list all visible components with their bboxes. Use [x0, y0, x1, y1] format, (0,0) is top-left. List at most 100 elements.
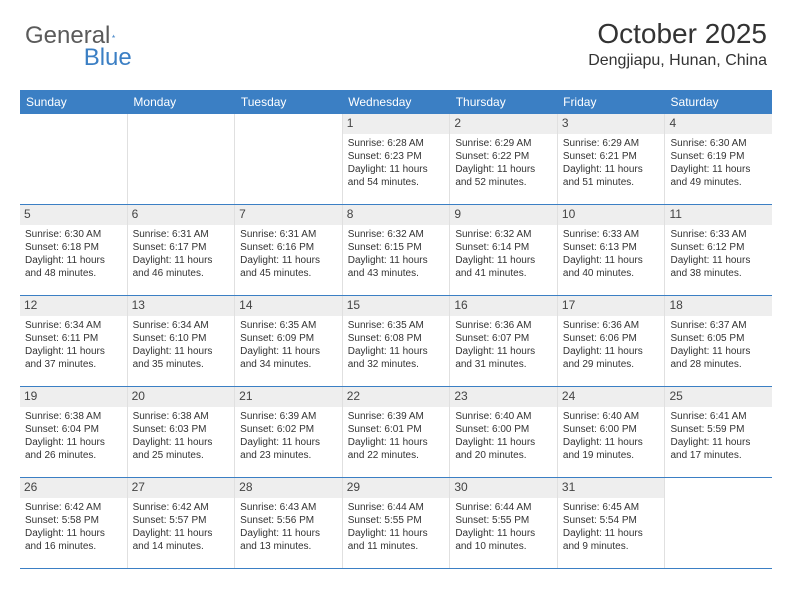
day-cell: 4Sunrise: 6:30 AMSunset: 6:19 PMDaylight… [665, 114, 772, 204]
sunset-text: Sunset: 6:15 PM [348, 241, 445, 254]
daylight-text: Daylight: 11 hours and 9 minutes. [563, 527, 660, 553]
day-cell: 16Sunrise: 6:36 AMSunset: 6:07 PMDayligh… [450, 296, 558, 386]
daylight-text: Daylight: 11 hours and 38 minutes. [670, 254, 767, 280]
day-number: 15 [343, 296, 450, 316]
logo-sail-icon [112, 27, 116, 45]
sunset-text: Sunset: 6:14 PM [455, 241, 552, 254]
daylight-text: Daylight: 11 hours and 46 minutes. [133, 254, 230, 280]
sunset-text: Sunset: 6:18 PM [25, 241, 122, 254]
sunset-text: Sunset: 5:59 PM [670, 423, 767, 436]
sunset-text: Sunset: 6:21 PM [563, 150, 660, 163]
sunset-text: Sunset: 5:55 PM [455, 514, 552, 527]
daylight-text: Daylight: 11 hours and 43 minutes. [348, 254, 445, 280]
day-number: 30 [450, 478, 557, 498]
day-header-row: SundayMondayTuesdayWednesdayThursdayFrid… [20, 90, 772, 114]
sunrise-text: Sunrise: 6:38 AM [25, 410, 122, 423]
day-cell: 13Sunrise: 6:34 AMSunset: 6:10 PMDayligh… [128, 296, 236, 386]
day-cell [665, 478, 772, 568]
sunset-text: Sunset: 6:07 PM [455, 332, 552, 345]
sunrise-text: Sunrise: 6:34 AM [133, 319, 230, 332]
day-number: 8 [343, 205, 450, 225]
day-cell: 15Sunrise: 6:35 AMSunset: 6:08 PMDayligh… [343, 296, 451, 386]
daylight-text: Daylight: 11 hours and 16 minutes. [25, 527, 122, 553]
day-number: 18 [665, 296, 772, 316]
day-cell [128, 114, 236, 204]
sunset-text: Sunset: 6:13 PM [563, 241, 660, 254]
day-header-cell: Sunday [20, 90, 127, 114]
day-cell: 5Sunrise: 6:30 AMSunset: 6:18 PMDaylight… [20, 205, 128, 295]
day-cell: 3Sunrise: 6:29 AMSunset: 6:21 PMDaylight… [558, 114, 666, 204]
daylight-text: Daylight: 11 hours and 48 minutes. [25, 254, 122, 280]
sunrise-text: Sunrise: 6:28 AM [348, 137, 445, 150]
day-number: 20 [128, 387, 235, 407]
sunset-text: Sunset: 5:56 PM [240, 514, 337, 527]
sunset-text: Sunset: 6:02 PM [240, 423, 337, 436]
day-number: 11 [665, 205, 772, 225]
daylight-text: Daylight: 11 hours and 25 minutes. [133, 436, 230, 462]
day-cell: 17Sunrise: 6:36 AMSunset: 6:06 PMDayligh… [558, 296, 666, 386]
sunrise-text: Sunrise: 6:34 AM [25, 319, 122, 332]
sunset-text: Sunset: 6:19 PM [670, 150, 767, 163]
week-row: 5Sunrise: 6:30 AMSunset: 6:18 PMDaylight… [20, 205, 772, 296]
day-header-cell: Monday [127, 90, 234, 114]
day-number [235, 114, 342, 134]
sunset-text: Sunset: 6:08 PM [348, 332, 445, 345]
sunrise-text: Sunrise: 6:45 AM [563, 501, 660, 514]
day-cell: 14Sunrise: 6:35 AMSunset: 6:09 PMDayligh… [235, 296, 343, 386]
sunrise-text: Sunrise: 6:29 AM [455, 137, 552, 150]
day-number: 3 [558, 114, 665, 134]
day-number: 14 [235, 296, 342, 316]
daylight-text: Daylight: 11 hours and 35 minutes. [133, 345, 230, 371]
daylight-text: Daylight: 11 hours and 54 minutes. [348, 163, 445, 189]
sunset-text: Sunset: 6:11 PM [25, 332, 122, 345]
sunset-text: Sunset: 5:55 PM [348, 514, 445, 527]
day-cell: 30Sunrise: 6:44 AMSunset: 5:55 PMDayligh… [450, 478, 558, 568]
month-title: October 2025 [588, 18, 767, 50]
header: October 2025 Dengjiapu, Hunan, China [588, 18, 767, 70]
daylight-text: Daylight: 11 hours and 34 minutes. [240, 345, 337, 371]
sunrise-text: Sunrise: 6:41 AM [670, 410, 767, 423]
day-number [128, 114, 235, 134]
location: Dengjiapu, Hunan, China [588, 52, 767, 70]
sunrise-text: Sunrise: 6:30 AM [25, 228, 122, 241]
day-cell: 28Sunrise: 6:43 AMSunset: 5:56 PMDayligh… [235, 478, 343, 568]
day-number [665, 478, 772, 498]
daylight-text: Daylight: 11 hours and 29 minutes. [563, 345, 660, 371]
sunrise-text: Sunrise: 6:33 AM [563, 228, 660, 241]
day-header-cell: Tuesday [235, 90, 342, 114]
day-cell: 1Sunrise: 6:28 AMSunset: 6:23 PMDaylight… [343, 114, 451, 204]
day-header-cell: Thursday [450, 90, 557, 114]
sunset-text: Sunset: 6:16 PM [240, 241, 337, 254]
sunset-text: Sunset: 6:06 PM [563, 332, 660, 345]
daylight-text: Daylight: 11 hours and 22 minutes. [348, 436, 445, 462]
daylight-text: Daylight: 11 hours and 37 minutes. [25, 345, 122, 371]
daylight-text: Daylight: 11 hours and 41 minutes. [455, 254, 552, 280]
day-header-cell: Friday [557, 90, 664, 114]
daylight-text: Daylight: 11 hours and 32 minutes. [348, 345, 445, 371]
day-cell: 26Sunrise: 6:42 AMSunset: 5:58 PMDayligh… [20, 478, 128, 568]
sunrise-text: Sunrise: 6:30 AM [670, 137, 767, 150]
day-number: 17 [558, 296, 665, 316]
daylight-text: Daylight: 11 hours and 52 minutes. [455, 163, 552, 189]
sunset-text: Sunset: 5:58 PM [25, 514, 122, 527]
sunrise-text: Sunrise: 6:35 AM [240, 319, 337, 332]
day-number: 28 [235, 478, 342, 498]
sunset-text: Sunset: 6:03 PM [133, 423, 230, 436]
day-number: 21 [235, 387, 342, 407]
sunrise-text: Sunrise: 6:40 AM [455, 410, 552, 423]
day-number: 31 [558, 478, 665, 498]
day-number: 4 [665, 114, 772, 134]
week-row: 19Sunrise: 6:38 AMSunset: 6:04 PMDayligh… [20, 387, 772, 478]
sunset-text: Sunset: 6:04 PM [25, 423, 122, 436]
day-number: 9 [450, 205, 557, 225]
sunrise-text: Sunrise: 6:29 AM [563, 137, 660, 150]
sunrise-text: Sunrise: 6:39 AM [240, 410, 337, 423]
day-number: 22 [343, 387, 450, 407]
day-cell: 11Sunrise: 6:33 AMSunset: 6:12 PMDayligh… [665, 205, 772, 295]
sunset-text: Sunset: 6:00 PM [563, 423, 660, 436]
day-cell [20, 114, 128, 204]
day-cell: 2Sunrise: 6:29 AMSunset: 6:22 PMDaylight… [450, 114, 558, 204]
logo-line2: Gene Blue [25, 44, 132, 72]
day-cell: 24Sunrise: 6:40 AMSunset: 6:00 PMDayligh… [558, 387, 666, 477]
daylight-text: Daylight: 11 hours and 11 minutes. [348, 527, 445, 553]
